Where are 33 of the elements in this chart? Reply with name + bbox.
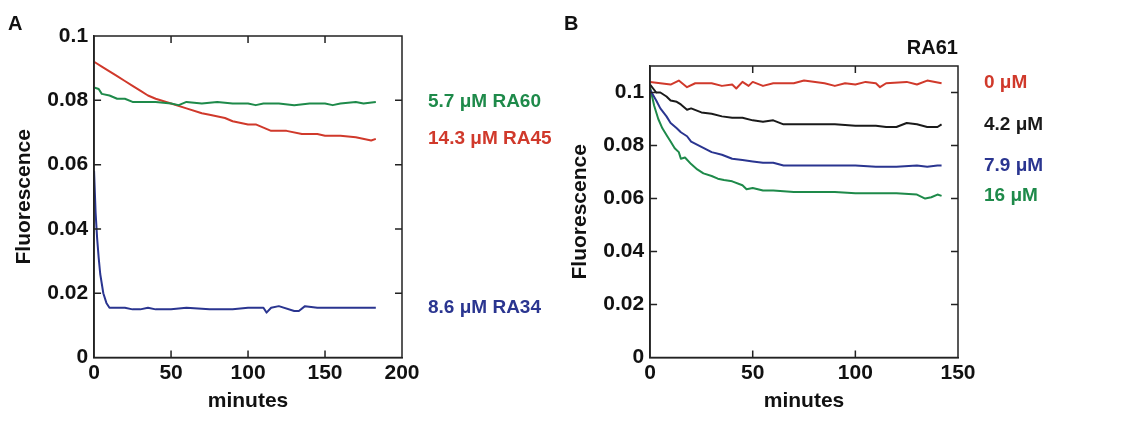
x-axis-title: minutes [207,388,289,412]
y-tick-label: 0.02 [603,291,645,315]
x-tick-label: 50 [741,360,765,383]
y-tick-label: 0 [632,344,645,368]
text: 14.3 μM RA45 [428,127,552,149]
x-tick-label: 150 [307,360,343,383]
y-tick-label: 0.08 [47,87,89,111]
text: 16 μM [984,184,1038,206]
y-axis-title: Fluorescence [567,144,591,280]
x-tick-label: 50 [159,360,183,383]
text: 4.2 μM [984,112,1044,134]
text: 8.6 μM RA34 [428,295,542,317]
y-tick-label: 0.04 [603,238,645,262]
y-tick-label: 0 [76,344,89,368]
y-axis-title: Fluorescence [11,129,35,265]
text: 5.7 μM RA60 [428,90,541,112]
y-tick-label: 0.06 [47,151,89,175]
x-tick-label: 150 [940,360,976,383]
y-tick-label: 0.08 [603,132,645,156]
x-axis-title: minutes [763,388,845,412]
x-tick-label: 100 [230,360,266,383]
chart-subtitle: RA61 [906,35,958,58]
x-tick-label: 100 [837,360,873,383]
chart-title: B [564,11,579,34]
y-tick-label: 0.06 [603,185,645,209]
x-tick-label: 200 [384,360,420,383]
y-tick-label: 0.02 [47,280,89,304]
chart-title: A [8,11,23,34]
text: 7.9 μM [984,153,1044,175]
text: 0 μM [984,71,1028,93]
y-tick-label: 0.04 [47,215,89,239]
y-tick-label: 0.1 [58,22,89,46]
y-tick-label: 0.1 [614,79,645,103]
